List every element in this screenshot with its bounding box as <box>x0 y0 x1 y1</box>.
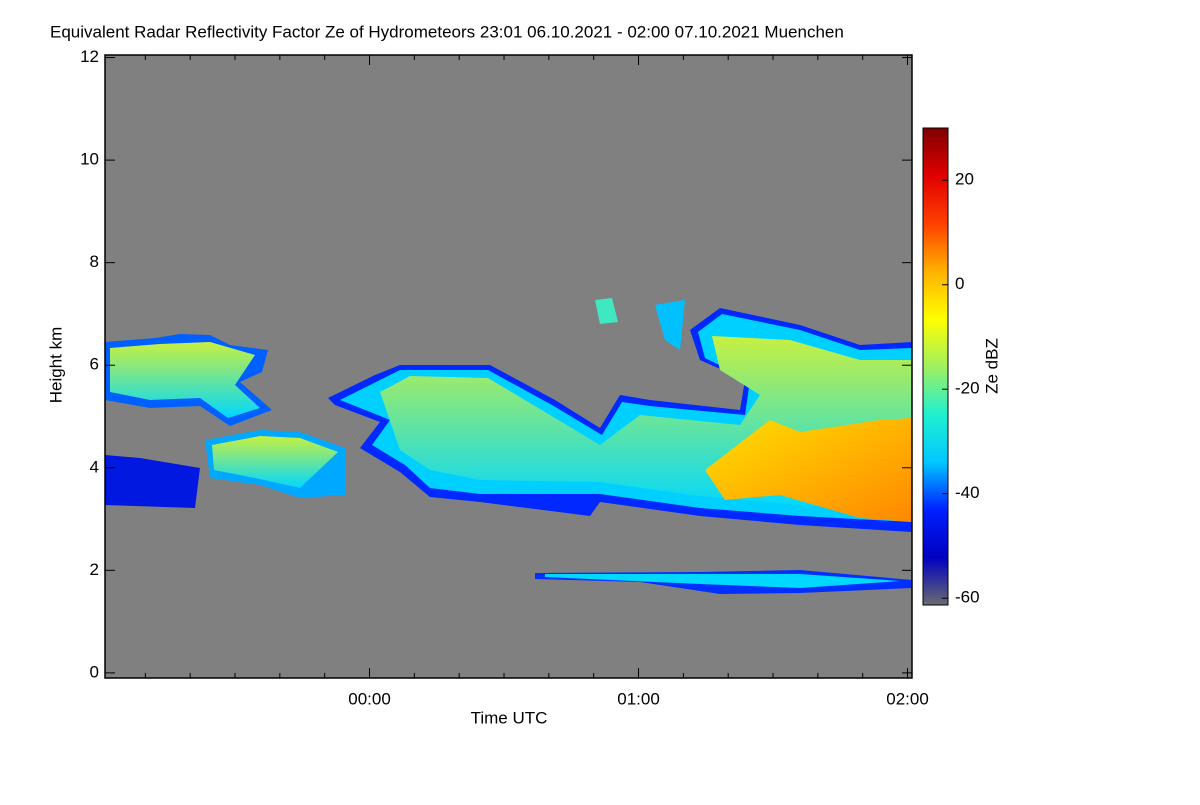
colorbar-tick-label: -40 <box>955 483 980 502</box>
y-axis-label: Height km <box>46 327 65 404</box>
x-tick-label: 02:00 <box>886 689 929 708</box>
y-tick-label: 8 <box>90 252 99 271</box>
x-tick-label: 00:00 <box>348 689 391 708</box>
colorbar-label: Ze dBZ <box>982 338 1001 394</box>
reflectivity-field <box>105 298 912 594</box>
chart-title: Equivalent Radar Reflectivity Factor Ze … <box>50 22 844 41</box>
y-tick-label: 6 <box>90 355 99 374</box>
colorbar-tick-label: -60 <box>955 588 980 607</box>
y-tick-label: 2 <box>90 560 99 579</box>
y-tick-label: 12 <box>80 47 99 66</box>
plot-frame <box>104 54 913 679</box>
colorbar-tick-label: 0 <box>955 274 964 293</box>
colorbar <box>922 127 949 606</box>
y-tick-label: 0 <box>90 662 99 681</box>
y-tick-label: 10 <box>80 150 99 169</box>
x-axis-label: Time UTC <box>471 708 548 727</box>
colorbar-tick-label: -20 <box>955 379 980 398</box>
colorbar-tick-label: 20 <box>955 170 974 189</box>
x-tick-label: 01:00 <box>617 689 660 708</box>
y-tick-label: 4 <box>90 457 99 476</box>
